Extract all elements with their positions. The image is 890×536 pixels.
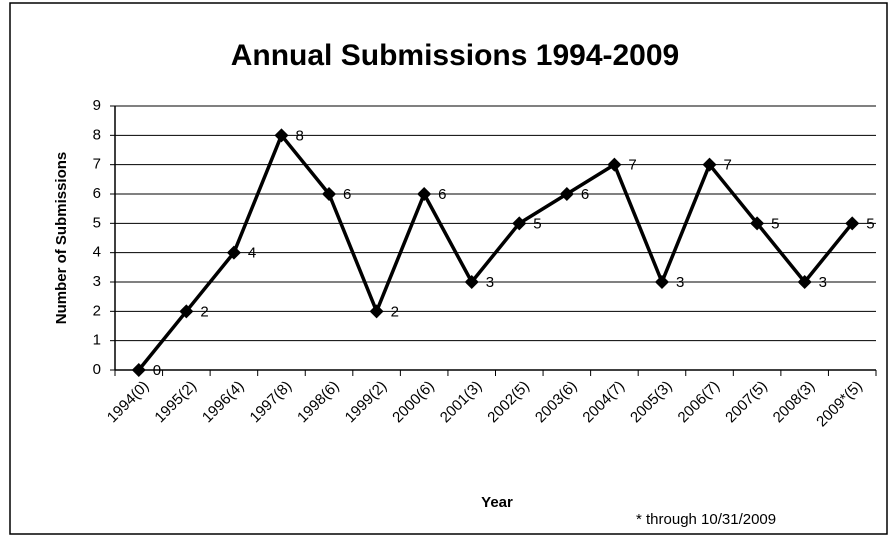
marker [226, 245, 241, 260]
marker [559, 187, 574, 201]
y-tick-label: 4 [93, 244, 101, 261]
chart-border [9, 2, 888, 535]
marker [607, 157, 622, 172]
marker [322, 187, 337, 201]
data-label: 5 [533, 215, 541, 232]
data-label: 6 [343, 186, 351, 203]
data-label: 3 [676, 274, 684, 291]
marker [131, 363, 146, 377]
y-tick-label: 2 [93, 302, 101, 319]
data-label: 6 [581, 186, 589, 203]
marker [274, 128, 289, 143]
y-tick-label: 0 [93, 361, 101, 378]
marker [369, 304, 384, 319]
data-label: 5 [771, 215, 779, 232]
marker [417, 187, 432, 201]
data-label: 3 [486, 274, 494, 291]
y-tick-label: 5 [93, 214, 101, 231]
marker [179, 304, 194, 319]
marker [845, 216, 860, 231]
marker [464, 275, 479, 289]
marker [654, 275, 669, 289]
data-label: 4 [248, 245, 256, 262]
y-tick-label: 1 [93, 332, 101, 349]
data-label: 7 [724, 157, 732, 174]
y-tick-label: 3 [93, 273, 101, 290]
marker [797, 275, 812, 289]
y-tick-label: 7 [93, 156, 101, 173]
data-label: 2 [391, 303, 399, 320]
chart-title: Annual Submissions 1994-2009 [231, 39, 680, 72]
data-label: 7 [628, 157, 636, 174]
y-tick-label: 8 [93, 126, 101, 143]
y-axis-title: Number of Submissions [53, 152, 70, 325]
marker [750, 216, 765, 231]
marker [702, 157, 717, 172]
annotation: * through 10/31/2009 [636, 511, 776, 528]
y-tick-label: 9 [93, 97, 101, 114]
y-tick-label: 6 [93, 185, 101, 202]
x-axis-title: Year [481, 494, 513, 511]
marker [512, 216, 527, 231]
data-label: 3 [819, 274, 827, 291]
data-label: 2 [200, 303, 208, 320]
line [137, 133, 854, 372]
data-label: 8 [295, 127, 303, 144]
data-label: 0 [153, 362, 161, 379]
data-label: 6 [438, 186, 446, 203]
data-label: 5 [866, 215, 874, 232]
